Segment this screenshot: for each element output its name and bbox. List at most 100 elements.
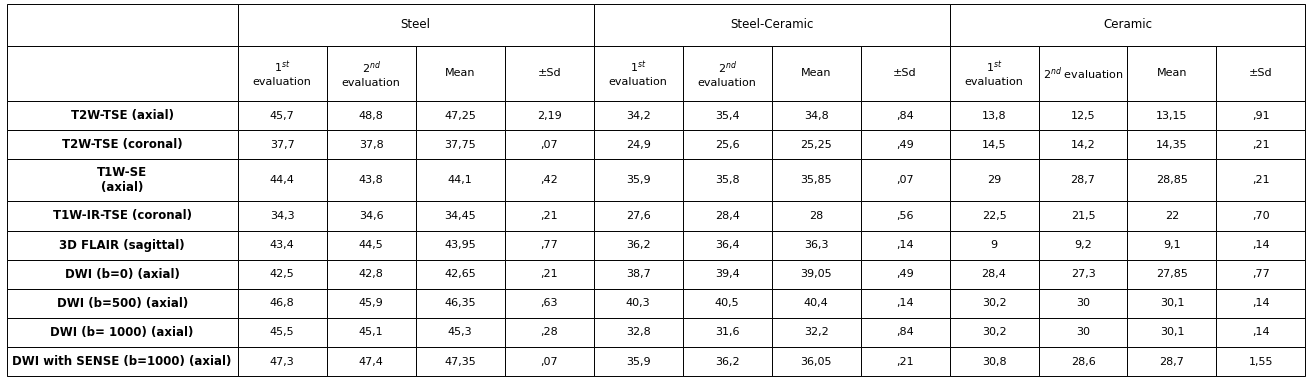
Bar — [771, 347, 861, 376]
Text: 29: 29 — [987, 175, 1001, 185]
Text: ,14: ,14 — [1252, 327, 1270, 338]
Text: ,49: ,49 — [896, 269, 914, 279]
Bar — [950, 159, 1039, 201]
Text: 40,5: 40,5 — [715, 298, 740, 308]
Text: 14,5: 14,5 — [981, 139, 1006, 150]
Bar — [505, 289, 593, 318]
Text: 37,7: 37,7 — [270, 139, 295, 150]
Text: 39,4: 39,4 — [715, 269, 740, 279]
Text: 47,3: 47,3 — [270, 356, 295, 367]
Bar — [1127, 231, 1216, 260]
Text: ,63: ,63 — [541, 298, 558, 308]
Bar — [327, 46, 416, 101]
Bar — [950, 289, 1039, 318]
Text: 13,15: 13,15 — [1156, 110, 1187, 121]
Text: 22: 22 — [1165, 211, 1179, 221]
Text: 21,5: 21,5 — [1071, 211, 1096, 221]
Bar — [1039, 130, 1127, 159]
Text: 35,4: 35,4 — [715, 110, 740, 121]
Bar — [1216, 201, 1305, 231]
Bar — [861, 289, 950, 318]
Bar — [1216, 260, 1305, 289]
Bar — [1216, 231, 1305, 260]
Text: Ceramic: Ceramic — [1103, 18, 1152, 31]
Bar — [416, 347, 505, 376]
Text: ,28: ,28 — [541, 327, 558, 338]
Text: ,07: ,07 — [541, 356, 558, 367]
Bar — [682, 46, 771, 101]
Text: ,21: ,21 — [541, 211, 558, 221]
Bar — [771, 159, 861, 201]
Text: DWI with SENSE (b=1000) (axial): DWI with SENSE (b=1000) (axial) — [13, 355, 232, 368]
Bar — [1127, 260, 1216, 289]
Bar — [237, 159, 327, 201]
Bar — [1039, 260, 1127, 289]
Text: 37,8: 37,8 — [359, 139, 383, 150]
Bar — [1127, 318, 1216, 347]
Text: 30: 30 — [1076, 327, 1090, 338]
Text: 36,2: 36,2 — [715, 356, 740, 367]
Text: ,14: ,14 — [1252, 240, 1270, 250]
Bar — [327, 159, 416, 201]
Bar — [237, 231, 327, 260]
Text: 45,1: 45,1 — [359, 327, 383, 338]
Text: ±Sd: ±Sd — [893, 68, 917, 78]
Bar — [237, 318, 327, 347]
Text: 12,5: 12,5 — [1071, 110, 1096, 121]
Text: 35,8: 35,8 — [715, 175, 740, 185]
Text: 38,7: 38,7 — [626, 269, 651, 279]
Text: ,70: ,70 — [1252, 211, 1270, 221]
Bar — [950, 260, 1039, 289]
Bar — [861, 130, 950, 159]
Text: 46,8: 46,8 — [270, 298, 295, 308]
Bar — [416, 46, 505, 101]
Text: 1$^{st}$
evaluation: 1$^{st}$ evaluation — [253, 60, 312, 87]
Bar — [861, 46, 950, 101]
Bar — [237, 289, 327, 318]
Bar — [416, 231, 505, 260]
Bar — [682, 318, 771, 347]
Bar — [771, 130, 861, 159]
Bar — [237, 201, 327, 231]
Text: 47,35: 47,35 — [445, 356, 476, 367]
Text: T2W-TSE (coronal): T2W-TSE (coronal) — [62, 138, 182, 151]
Text: T1W-IR-TSE (coronal): T1W-IR-TSE (coronal) — [52, 209, 192, 223]
Bar — [1039, 159, 1127, 201]
Bar — [7, 289, 237, 318]
Bar — [505, 201, 593, 231]
Bar — [593, 289, 682, 318]
Bar — [7, 318, 237, 347]
Text: 48,8: 48,8 — [358, 110, 383, 121]
Bar — [416, 201, 505, 231]
Bar — [950, 4, 1305, 46]
Text: ,14: ,14 — [896, 240, 914, 250]
Bar — [1039, 101, 1127, 130]
Bar — [416, 101, 505, 130]
Bar — [771, 201, 861, 231]
Text: 35,85: 35,85 — [800, 175, 832, 185]
Text: 28,85: 28,85 — [1156, 175, 1187, 185]
Bar — [682, 260, 771, 289]
Bar — [771, 101, 861, 130]
Text: 45,5: 45,5 — [270, 327, 295, 338]
Bar — [505, 318, 593, 347]
Text: 36,4: 36,4 — [715, 240, 740, 250]
Bar — [950, 46, 1039, 101]
Bar — [1216, 101, 1305, 130]
Text: 27,85: 27,85 — [1156, 269, 1187, 279]
Text: 30: 30 — [1076, 298, 1090, 308]
Bar — [593, 101, 682, 130]
Bar — [593, 159, 682, 201]
Text: ,77: ,77 — [541, 240, 558, 250]
Text: 28,4: 28,4 — [981, 269, 1006, 279]
Bar — [7, 4, 237, 46]
Text: 43,95: 43,95 — [445, 240, 476, 250]
Text: 30,1: 30,1 — [1160, 327, 1185, 338]
Text: 28,6: 28,6 — [1071, 356, 1096, 367]
Text: 34,2: 34,2 — [626, 110, 651, 121]
Text: 34,6: 34,6 — [359, 211, 383, 221]
Bar — [682, 201, 771, 231]
Text: 45,9: 45,9 — [359, 298, 383, 308]
Bar — [682, 159, 771, 201]
Bar — [1216, 318, 1305, 347]
